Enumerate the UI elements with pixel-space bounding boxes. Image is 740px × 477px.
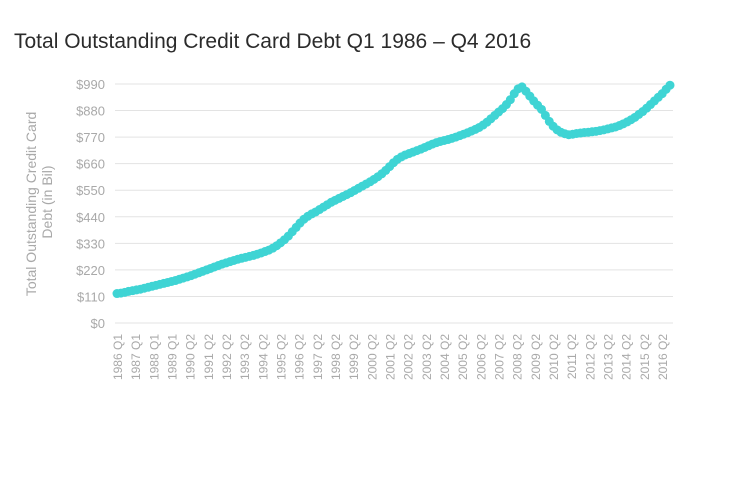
x-tick-label: 1990 Q2 (184, 334, 198, 380)
chart-title: Total Outstanding Credit Card Debt Q1 19… (14, 30, 532, 53)
x-tick-label: 1988 Q1 (147, 334, 161, 380)
x-tick-label: 1993 Q2 (238, 334, 252, 380)
x-tick-label: 1991 Q2 (202, 334, 216, 380)
y-tick-label: $110 (77, 289, 105, 304)
x-tick-label: 2002 Q2 (402, 334, 416, 380)
x-tick-label: 1999 Q2 (347, 334, 361, 380)
grid-lines (115, 83, 673, 324)
x-tick-label: 2014 Q2 (620, 334, 634, 380)
x-tick-label: 2011 Q2 (565, 334, 579, 379)
y-axis-label: Total Outstanding Credit Card Debt (in B… (23, 108, 55, 296)
x-tick-label: 2007 Q2 (493, 334, 507, 380)
x-tick-label: 2005 Q2 (456, 334, 470, 380)
x-tick-label: 2016 Q2 (656, 334, 670, 380)
y-tick-label: $0 (91, 316, 105, 331)
y-axis-ticks: $0 $110 $220 $330 $440 $550 $660 $770 $880 $990 (76, 77, 105, 331)
x-tick-label: 2009 Q2 (529, 334, 543, 380)
y-axis-label-line-1: Total Outstanding Credit Card (23, 112, 39, 296)
y-tick-label: $660 (76, 157, 105, 172)
x-tick-label: 1994 Q2 (256, 334, 270, 380)
x-tick-label: 2006 Q2 (474, 334, 488, 380)
x-tick-label: 1992 Q2 (220, 334, 234, 380)
x-tick-label: 1995 Q2 (275, 334, 289, 380)
x-tick-label: 2004 Q2 (438, 334, 452, 380)
x-tick-label: 2010 Q2 (547, 334, 561, 380)
x-tick-label: 2000 Q2 (365, 334, 379, 380)
x-tick-label: 1989 Q1 (166, 334, 180, 380)
y-tick-label: $440 (76, 210, 105, 225)
y-tick-label: $770 (76, 130, 105, 145)
x-tick-label: 2003 Q2 (420, 334, 434, 380)
x-tick-label: 1987 Q1 (129, 334, 143, 380)
x-axis-ticks: 1986 Q1 1987 Q1 1988 Q1 1989 Q1 1990 Q2 1991 … (111, 334, 670, 380)
y-tick-label: $990 (76, 77, 105, 92)
x-tick-label: 2015 Q2 (638, 334, 652, 380)
y-tick-label: $220 (76, 263, 105, 278)
x-tick-label: 2008 Q2 (511, 334, 525, 380)
x-tick-label: 1986 Q1 (111, 334, 125, 380)
data-points (112, 80, 675, 299)
x-tick-label: 2013 Q2 (602, 334, 616, 380)
y-tick-label: $550 (76, 183, 105, 198)
x-tick-label: 1998 Q2 (329, 334, 343, 380)
y-tick-label: $330 (76, 236, 105, 251)
data-point (665, 80, 675, 90)
x-tick-label: 1997 Q2 (311, 334, 325, 380)
x-tick-label: 2001 Q2 (384, 334, 398, 380)
y-tick-label: $880 (76, 104, 105, 119)
x-tick-label: 2012 Q2 (583, 334, 597, 380)
y-axis-label-line-2: Debt (in Bil) (39, 165, 55, 238)
x-tick-label: 1996 Q2 (293, 334, 307, 380)
